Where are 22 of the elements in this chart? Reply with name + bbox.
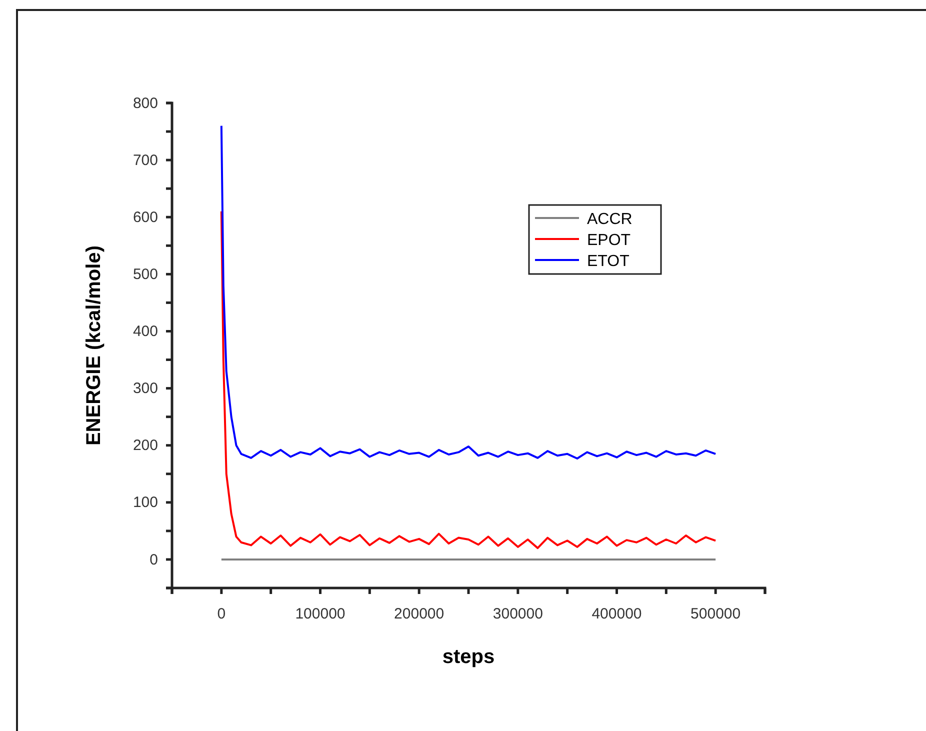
y-tick-label: 0 xyxy=(150,551,158,568)
legend-label: ETOT xyxy=(587,253,630,270)
legend-label: ACCR xyxy=(587,211,632,228)
x-axis-title: steps xyxy=(442,646,495,668)
line-series xyxy=(220,124,717,460)
y-tick-label: 500 xyxy=(132,266,158,283)
x-tick-label: 0 xyxy=(217,606,226,623)
y-tick-label: 800 xyxy=(132,94,158,112)
x-tick-label: 100000 xyxy=(295,606,346,623)
x-tick-label: 200000 xyxy=(394,606,444,623)
x-tick-label: 300000 xyxy=(492,606,543,623)
y-tick-label: 700 xyxy=(132,152,158,169)
y-tick-label: 100 xyxy=(132,494,158,512)
line-series xyxy=(220,210,717,550)
x-tick-label: 500000 xyxy=(690,606,741,623)
y-tick-label: 400 xyxy=(132,323,158,340)
x-tick-label: 400000 xyxy=(592,606,642,623)
y-tick-label: 300 xyxy=(132,380,158,398)
y-tick-label: 600 xyxy=(132,208,158,226)
y-tick-label: 200 xyxy=(132,437,158,454)
legend-label: EPOT xyxy=(587,232,631,249)
y-axis-title: ENERGIE (kcal/mole) xyxy=(83,245,105,446)
